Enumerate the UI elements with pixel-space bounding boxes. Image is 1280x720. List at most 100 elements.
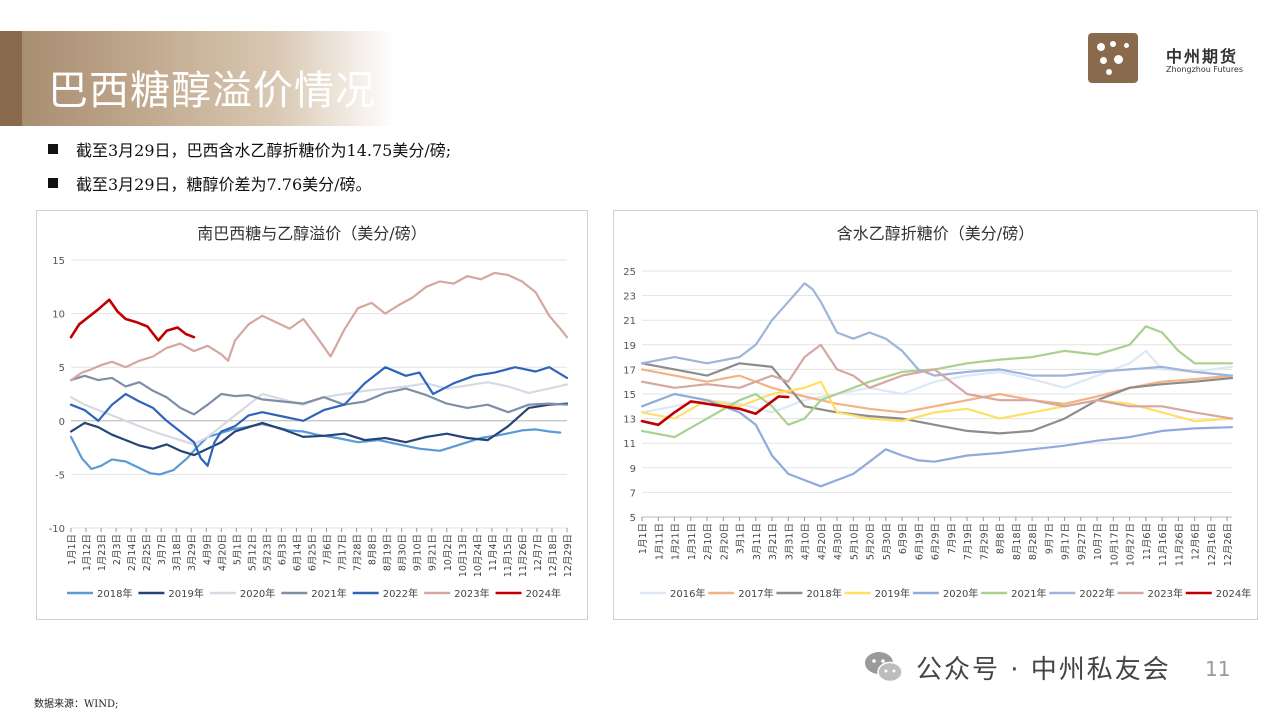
x-tick-label: 2月20日 <box>719 523 730 560</box>
x-tick-label: 11月6日 <box>1142 523 1153 560</box>
x-tick-label: 1月11日 <box>654 523 665 560</box>
series-line <box>640 343 1234 420</box>
legend-label: 2019年 <box>168 587 203 600</box>
x-tick-label: 6月3日 <box>277 534 288 565</box>
x-tick-label: 9月10日 <box>413 534 424 571</box>
series-line <box>69 366 569 467</box>
x-tick-label: 8月30日 <box>398 534 409 571</box>
x-tick-label: 7月29日 <box>979 523 990 560</box>
x-tick-label: 1月1日 <box>638 523 649 554</box>
x-tick-label: 7月9日 <box>947 523 958 554</box>
series-line <box>640 349 1234 414</box>
bullet-list: 截至3月29日，巴西含水乙醇折糖价为14.75美分/磅; 截至3月29日，糖醇价… <box>48 132 451 200</box>
y-tick-label: 11 <box>623 439 636 450</box>
title-banner <box>0 31 395 126</box>
x-tick-label: 11月26日 <box>518 534 529 577</box>
ethanol-price-chart-panel: 含水乙醇折糖价（美分/磅） 25 23 21 19 17 15 13 11 9 7 5 1月1日 1月11… <box>613 210 1258 620</box>
x-tick-label: 3月21日 <box>768 523 779 560</box>
x-tick-label: 10月17日 <box>1109 523 1120 566</box>
data-source-note: 数据来源：WIND; <box>34 699 119 710</box>
x-tick-label: 10月24日 <box>473 534 484 577</box>
y-tick-label: 15 <box>52 256 65 267</box>
series-line <box>69 298 196 342</box>
x-tick-label: 11月16日 <box>1158 523 1169 566</box>
x-tick-label: 3月31日 <box>784 523 795 560</box>
x-tick-label: 4月20日 <box>817 523 828 560</box>
x-tick-label: 2月3日 <box>112 534 123 565</box>
x-tick-label: 6月9日 <box>898 523 909 554</box>
chart-title: 南巴西糖与乙醇溢价（美分/磅） <box>197 224 426 243</box>
x-tick-label: 7月28日 <box>353 534 364 571</box>
x-tick-label: 3月7日 <box>157 534 168 565</box>
wechat-icon <box>862 645 906 689</box>
y-tick-label: 10 <box>52 310 65 321</box>
x-tick-label: 1月21日 <box>671 523 682 560</box>
x-tick-label: 11月15日 <box>503 534 514 577</box>
legend-label: 2020年 <box>943 587 978 600</box>
legend-label: 2023年 <box>454 587 489 600</box>
x-tick-label: 5月10日 <box>849 523 860 560</box>
series-line <box>69 422 562 476</box>
x-tick-label: 7月6日 <box>323 534 334 565</box>
chart-title: 含水乙醇折糖价（美分/磅） <box>837 224 1034 243</box>
x-tick-label: 12月7日 <box>533 534 544 571</box>
x-tick-label: 2月10日 <box>703 523 714 560</box>
y-tick-label: 7 <box>630 488 636 499</box>
x-tick-label: 11月26日 <box>1174 523 1185 566</box>
x-tick-label: 4月30日 <box>833 523 844 560</box>
x-tick-label: 7月19日 <box>963 523 974 560</box>
x-tick-label: 7月17日 <box>338 534 349 571</box>
series-line <box>640 362 1234 435</box>
legend-label: 2022年 <box>1079 587 1114 600</box>
x-tick-label: 12月6日 <box>1191 523 1202 560</box>
series-line <box>69 271 569 382</box>
x-tick-label: 5月1日 <box>232 534 243 565</box>
x-tick-label: 9月17日 <box>1061 523 1072 560</box>
logo-text-cn: 中州期货 <box>1166 47 1239 66</box>
legend-label: 2018年 <box>97 587 132 600</box>
watermark-text: 公众号 · 中州私友会 <box>916 654 1171 685</box>
page-number: 11 <box>1205 657 1231 681</box>
series-line <box>69 374 569 416</box>
y-tick-label: 19 <box>623 341 636 352</box>
x-tick-label: 1月31日 <box>687 523 698 560</box>
x-tick-label: 12月29日 <box>563 534 574 577</box>
legend-label: 2016年 <box>670 587 705 600</box>
x-tick-label: 8月8日 <box>996 523 1007 554</box>
legend-label: 2024年 <box>526 587 561 600</box>
y-tick-label: 0 <box>59 417 65 428</box>
x-tick-label: 5月20日 <box>866 523 877 560</box>
x-tick-label: 3月11日 <box>752 523 763 560</box>
legend-label: 2019年 <box>875 587 910 600</box>
x-tick-label: 9月7日 <box>1044 523 1055 554</box>
x-tick-label: 6月19日 <box>914 523 925 560</box>
x-tick-label: 6月29日 <box>931 523 942 560</box>
page-title: 巴西糖醇溢价情况 <box>48 68 376 114</box>
x-tick-label: 1月1日 <box>67 534 78 565</box>
y-tick-label: 13 <box>623 415 636 426</box>
x-tick-label: 2月25日 <box>142 534 153 571</box>
bullet-item: 截至3月29日，糖醇价差为7.76美分/磅。 <box>48 166 451 200</box>
y-tick-label: -5 <box>55 470 65 481</box>
logo-text-en: Zhongzhou Futures <box>1166 65 1244 74</box>
legend-label: 2020年 <box>240 587 275 600</box>
x-tick-label: 3月18日 <box>172 534 183 571</box>
y-tick-label: 15 <box>623 390 636 401</box>
y-tick-label: -10 <box>49 524 65 535</box>
bullet-text: 截至3月29日，糖醇价差为7.76美分/磅。 <box>76 175 372 194</box>
x-tick-label: 2月14日 <box>127 534 138 571</box>
y-tick-label: 5 <box>59 363 65 374</box>
legend-label: 2018年 <box>806 587 841 600</box>
y-tick-label: 23 <box>623 292 636 303</box>
legend-label: 2022年 <box>383 587 418 600</box>
title-accent-stripe <box>0 31 22 126</box>
x-tick-label: 10月27日 <box>1126 523 1137 566</box>
x-tick-label: 12月26日 <box>1223 523 1234 566</box>
x-tick-label: 4月9日 <box>202 534 213 565</box>
x-tick-label: 8月18日 <box>1012 523 1023 560</box>
wechat-watermark: 公众号 · 中州私友会 <box>862 645 1171 689</box>
x-tick-label: 6月14日 <box>292 534 303 571</box>
x-tick-label: 9月21日 <box>428 534 439 571</box>
x-tick-label: 12月18日 <box>548 534 559 577</box>
